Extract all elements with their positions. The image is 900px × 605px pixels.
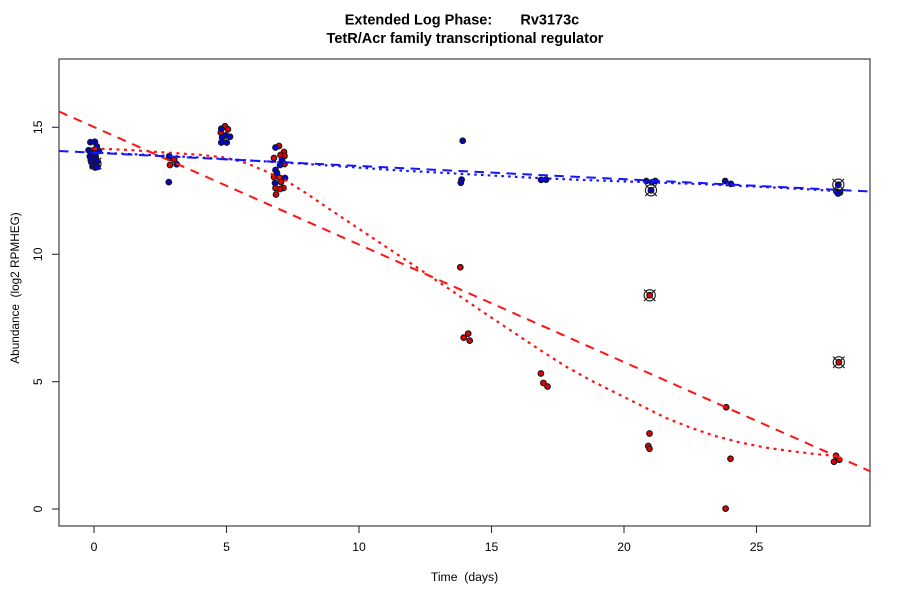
svg-text:5: 5 <box>31 378 45 385</box>
svg-text:Extended Log Phase: Rv31: Extended Log Phase: Rv3173c <box>345 13 580 29</box>
svg-text:25: 25 <box>750 540 764 554</box>
svg-text:Abundance (log2 RPMHEG): Abundance (log2 RPMHEG) <box>8 212 22 364</box>
svg-text:5: 5 <box>223 540 230 554</box>
svg-text:10: 10 <box>352 540 366 554</box>
svg-text:0: 0 <box>31 505 45 512</box>
svg-text:Time (days): Time (days) <box>431 570 498 584</box>
svg-text:TetR/Acr family transcriptiona: TetR/Acr family transcriptional regulato… <box>327 31 604 47</box>
svg-text:15: 15 <box>485 540 499 554</box>
svg-text:10: 10 <box>31 247 45 261</box>
svg-text:15: 15 <box>31 120 45 134</box>
svg-text:0: 0 <box>91 540 98 554</box>
svg-text:20: 20 <box>617 540 631 554</box>
